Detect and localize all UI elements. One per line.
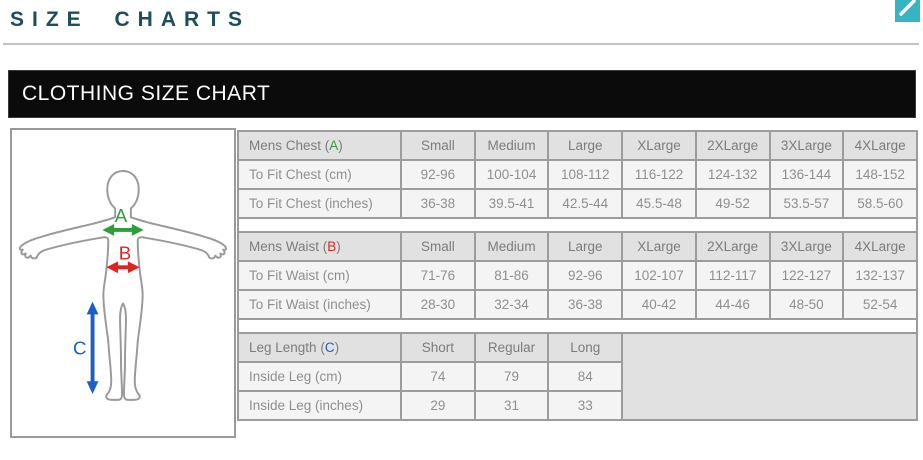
chart-header-title: CLOTHING SIZE CHART <box>22 82 271 105</box>
leg-arrow-label: C <box>73 338 86 359</box>
leg-letter-c: C <box>324 340 335 355</box>
cell: 132-137 <box>842 260 918 291</box>
size-col-header: 2XLarge <box>694 231 771 262</box>
waist-cm-row: To Fit Waist (cm) 71-76 81-86 92-96 102-… <box>237 260 918 291</box>
size-col-header: 2XLarge <box>694 130 771 161</box>
cell: 36-38 <box>547 289 624 320</box>
size-col-header: 3XLarge <box>768 231 845 262</box>
cell: 84 <box>547 361 624 392</box>
cell: 58.5-60 <box>842 188 918 219</box>
leg-cm-row: Inside Leg (cm) 74 79 84 <box>237 361 917 392</box>
leg-table-title: Leg Length (C) <box>237 332 402 363</box>
clothing-size-chart: CLOTHING SIZE CHART A B <box>8 70 918 438</box>
cell: 74 <box>400 361 476 392</box>
body-measurement-diagram: A B C <box>10 128 236 438</box>
cell: 124-132 <box>694 159 771 190</box>
cell: 122-127 <box>768 260 845 291</box>
size-col-header: XLarge <box>621 130 697 161</box>
size-col-header: Short <box>400 332 476 363</box>
cell: 44-46 <box>694 289 771 320</box>
cell: 112-117 <box>694 260 771 291</box>
waist-arrow: B <box>106 242 140 274</box>
title-divider <box>3 43 919 45</box>
size-col-header: Large <box>547 231 624 262</box>
cell: 28-30 <box>400 289 476 320</box>
cell: 42.5-44 <box>547 188 624 219</box>
size-col-header: Medium <box>473 130 550 161</box>
size-col-header: Small <box>400 231 476 262</box>
corner-action-button[interactable] <box>895 0 920 22</box>
cell: 33 <box>547 390 624 421</box>
cell: 32-34 <box>473 289 550 320</box>
chest-header-row: Mens Chest (A) Small Medium Large XLarge… <box>237 130 918 161</box>
waist-table-title: Mens Waist (B) <box>237 231 402 262</box>
cell: 100-104 <box>473 159 550 190</box>
chest-arrow: A <box>102 205 144 236</box>
spacer-row <box>237 217 918 233</box>
size-col-header: 4XLarge <box>842 231 918 262</box>
leg-header-row: Leg Length (C) Short Regular Long <box>237 332 918 421</box>
cell: 116-122 <box>621 159 697 190</box>
cell: 81-86 <box>473 260 550 291</box>
cell: 53.5-57 <box>768 188 845 219</box>
chest-cm-row: To Fit Chest (cm) 92-96 100-104 108-112 … <box>237 159 918 190</box>
cell: 45.5-48 <box>621 188 697 219</box>
cell: 108-112 <box>547 159 624 190</box>
cell: 52-54 <box>842 289 918 320</box>
size-col-header: Small <box>400 130 476 161</box>
row-label: Inside Leg (inches) <box>237 390 402 421</box>
size-chart-table: Mens Chest (A) Small Medium Large XLarge… <box>237 130 918 421</box>
cell: 92-96 <box>400 159 476 190</box>
cell: 148-152 <box>842 159 918 190</box>
cell: 102-107 <box>621 260 697 291</box>
cell: 136-144 <box>768 159 845 190</box>
cell: 39.5-41 <box>473 188 550 219</box>
row-label: Inside Leg (cm) <box>237 361 402 392</box>
size-col-header: 4XLarge <box>842 130 918 161</box>
cell: 36-38 <box>400 188 476 219</box>
size-col-header: Medium <box>473 231 550 262</box>
arrow-up-right-icon <box>899 0 916 16</box>
chest-arrow-label: A <box>115 205 128 226</box>
body-outline <box>18 170 124 401</box>
waist-arrow-label: B <box>119 242 131 263</box>
cell: 92-96 <box>547 260 624 291</box>
page-title: SIZE CHARTS <box>10 8 251 31</box>
body-outline-mirror <box>122 170 228 401</box>
size-col-header: Regular <box>473 332 550 363</box>
cell: 40-42 <box>621 289 697 320</box>
empty-area <box>621 332 918 421</box>
cell: 31 <box>473 390 550 421</box>
cell: 49-52 <box>694 188 771 219</box>
chart-content: A B C <box>8 118 918 438</box>
body-figure-svg: A B C <box>18 170 228 401</box>
size-col-header: XLarge <box>621 231 697 262</box>
leg-inches-row: Inside Leg (inches) 29 31 33 <box>237 390 917 421</box>
leg-arrow: C <box>73 301 99 394</box>
row-label: To Fit Waist (cm) <box>237 260 402 291</box>
chest-letter-a: A <box>329 138 339 153</box>
spacer-row <box>237 318 918 334</box>
chest-inches-row: To Fit Chest (inches) 36-38 39.5-41 42.5… <box>237 188 918 219</box>
waist-header-row: Mens Waist (B) Small Medium Large XLarge… <box>237 231 918 262</box>
size-col-header: Long <box>547 332 624 363</box>
chest-table-title: Mens Chest (A) <box>237 130 402 161</box>
waist-letter-b: B <box>327 239 337 254</box>
cell: 48-50 <box>768 289 845 320</box>
chart-header-bar: CLOTHING SIZE CHART <box>8 70 916 118</box>
size-col-header: Large <box>547 130 624 161</box>
row-label: To Fit Chest (cm) <box>237 159 402 190</box>
row-label: To Fit Chest (inches) <box>237 188 402 219</box>
cell: 29 <box>400 390 476 421</box>
size-col-header: 3XLarge <box>768 130 845 161</box>
cell: 79 <box>473 361 550 392</box>
waist-inches-row: To Fit Waist (inches) 28-30 32-34 36-38 … <box>237 289 918 320</box>
cell: 71-76 <box>400 260 476 291</box>
row-label: To Fit Waist (inches) <box>237 289 402 320</box>
